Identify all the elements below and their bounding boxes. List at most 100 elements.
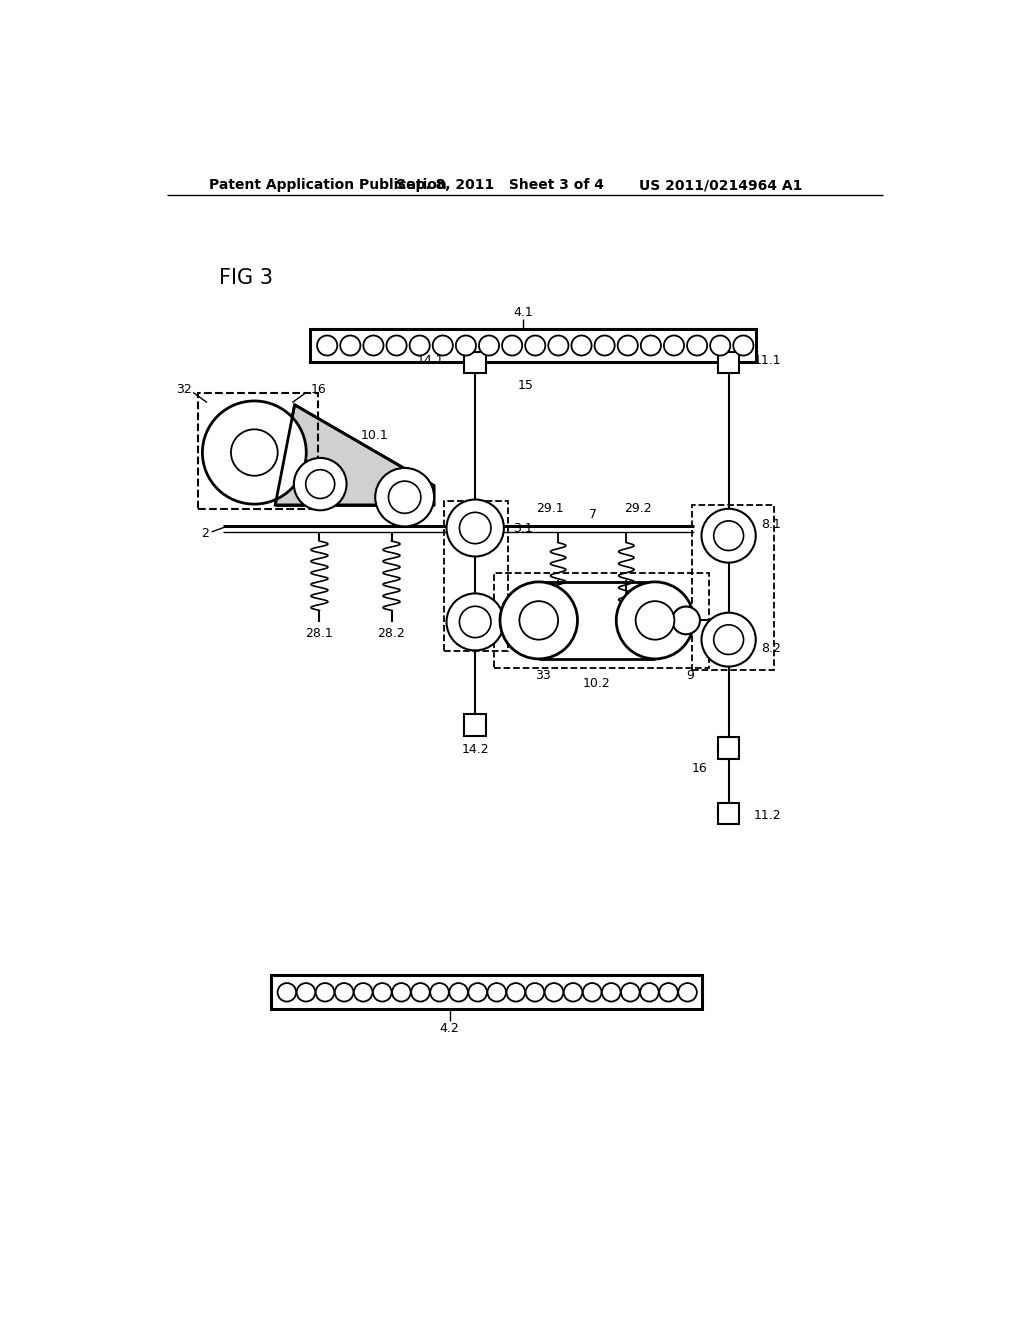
Text: 2: 2: [201, 527, 209, 540]
Bar: [718, 351, 739, 374]
Bar: [444, 502, 508, 651]
Bar: [271, 975, 701, 1010]
Bar: [718, 738, 739, 759]
Text: 28.1: 28.1: [305, 627, 333, 640]
Circle shape: [317, 335, 337, 355]
Circle shape: [714, 521, 743, 550]
Circle shape: [502, 335, 522, 355]
Circle shape: [617, 335, 638, 355]
Circle shape: [386, 335, 407, 355]
Circle shape: [641, 335, 660, 355]
Circle shape: [711, 335, 730, 355]
Circle shape: [678, 983, 697, 1002]
Circle shape: [733, 335, 754, 355]
Text: 4.1: 4.1: [513, 306, 534, 319]
Bar: [198, 393, 317, 508]
Text: US 2011/0214964 A1: US 2011/0214964 A1: [639, 178, 802, 193]
Circle shape: [335, 983, 353, 1002]
Circle shape: [364, 335, 384, 355]
Circle shape: [479, 335, 499, 355]
Bar: [464, 714, 486, 737]
Circle shape: [278, 983, 296, 1002]
Text: 4.2: 4.2: [439, 1022, 460, 1035]
Circle shape: [340, 335, 360, 355]
Circle shape: [456, 335, 476, 355]
Circle shape: [548, 335, 568, 355]
Text: 29.1: 29.1: [537, 502, 564, 515]
Circle shape: [388, 480, 421, 513]
Circle shape: [519, 601, 558, 640]
Circle shape: [636, 601, 675, 640]
Bar: [464, 351, 486, 374]
Circle shape: [616, 582, 693, 659]
Circle shape: [297, 983, 315, 1002]
Circle shape: [564, 983, 583, 1002]
Text: 33: 33: [535, 669, 551, 682]
Text: 31: 31: [289, 466, 305, 479]
Circle shape: [525, 335, 546, 355]
Circle shape: [714, 624, 743, 655]
Text: 32: 32: [176, 383, 191, 396]
Text: 11.1: 11.1: [754, 354, 781, 367]
Circle shape: [433, 335, 453, 355]
Circle shape: [294, 458, 346, 511]
Text: 16: 16: [311, 383, 327, 396]
Text: 15: 15: [518, 379, 534, 392]
Text: 7: 7: [589, 508, 597, 520]
Circle shape: [410, 335, 430, 355]
Text: 9: 9: [686, 669, 694, 682]
Text: 28.2: 28.2: [378, 627, 406, 640]
Circle shape: [664, 335, 684, 355]
Bar: [692, 506, 773, 671]
Bar: [494, 573, 710, 668]
Circle shape: [583, 983, 601, 1002]
Text: 14.1: 14.1: [417, 354, 444, 367]
Text: 3.2: 3.2: [513, 615, 534, 628]
Text: 10.2: 10.2: [583, 677, 610, 690]
Text: 29.2: 29.2: [625, 502, 651, 515]
Circle shape: [487, 983, 506, 1002]
Circle shape: [375, 469, 434, 527]
Circle shape: [315, 983, 334, 1002]
Text: 11.2: 11.2: [754, 809, 781, 822]
Circle shape: [640, 983, 658, 1002]
Text: 14.2: 14.2: [462, 743, 489, 756]
Bar: [310, 329, 756, 363]
Circle shape: [392, 983, 411, 1002]
Circle shape: [545, 983, 563, 1002]
Circle shape: [500, 582, 578, 659]
Circle shape: [571, 335, 592, 355]
Circle shape: [621, 983, 640, 1002]
Circle shape: [659, 983, 678, 1002]
Text: Patent Application Publication: Patent Application Publication: [209, 178, 447, 193]
Circle shape: [373, 983, 391, 1002]
Circle shape: [525, 983, 544, 1002]
Circle shape: [231, 429, 278, 475]
Circle shape: [411, 983, 430, 1002]
Text: 30: 30: [376, 480, 392, 494]
Circle shape: [354, 983, 373, 1002]
Circle shape: [430, 983, 449, 1002]
Circle shape: [460, 512, 490, 544]
Text: 16: 16: [691, 762, 707, 775]
Circle shape: [672, 607, 700, 635]
Text: FIG 3: FIG 3: [219, 268, 273, 288]
Bar: [718, 803, 739, 825]
Text: 3.1: 3.1: [513, 521, 534, 535]
Circle shape: [450, 983, 468, 1002]
Text: 10.1: 10.1: [360, 429, 388, 442]
Circle shape: [203, 401, 306, 504]
Circle shape: [306, 470, 335, 499]
Circle shape: [507, 983, 525, 1002]
Circle shape: [446, 594, 504, 651]
Circle shape: [687, 335, 708, 355]
Circle shape: [602, 983, 621, 1002]
Polygon shape: [275, 405, 434, 506]
Text: Sep. 8, 2011   Sheet 3 of 4: Sep. 8, 2011 Sheet 3 of 4: [396, 178, 604, 193]
Circle shape: [701, 612, 756, 667]
Circle shape: [460, 606, 490, 638]
Text: 8.2: 8.2: [761, 643, 781, 656]
Text: 8.1: 8.1: [761, 517, 781, 531]
Text: 34: 34: [641, 612, 656, 626]
Circle shape: [446, 499, 504, 557]
